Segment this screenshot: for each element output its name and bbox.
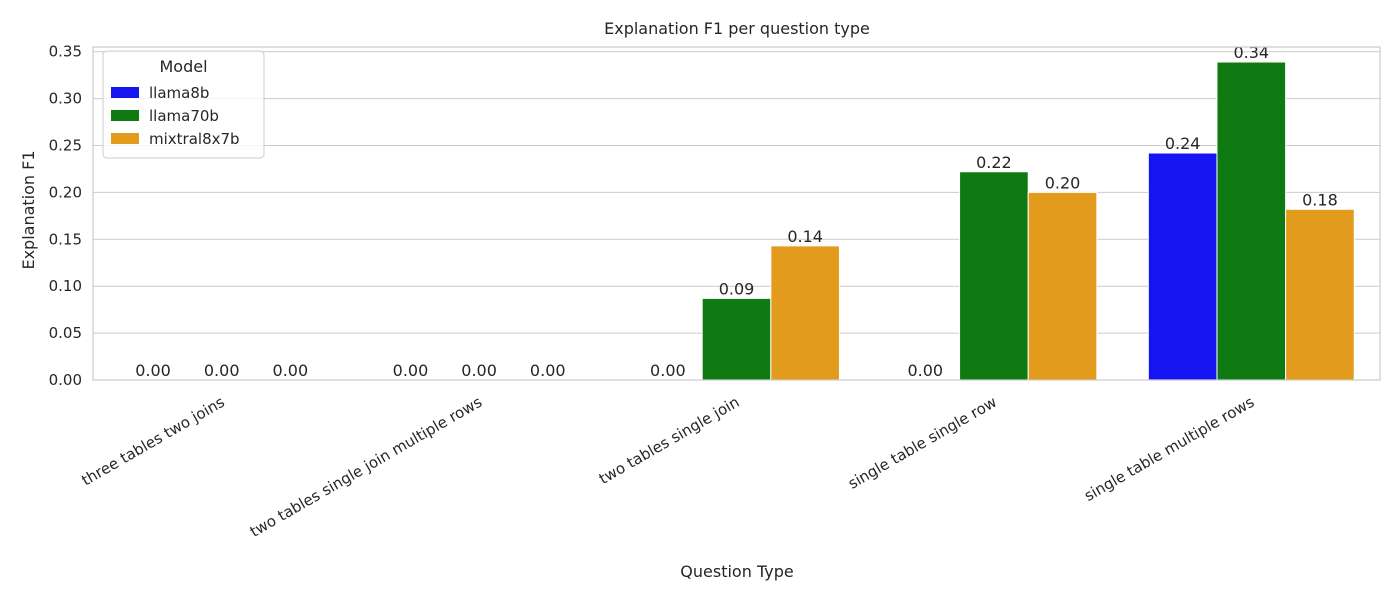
legend-swatch-llama8b <box>111 87 139 98</box>
y-axis-ticks: 0.00 0.05 0.10 0.15 0.20 0.25 0.30 0.35 <box>49 43 82 389</box>
legend-label-llama8b: llama8b <box>149 84 209 102</box>
legend: Model llama8b llama70b mixtral8x7b <box>102 50 265 159</box>
y-tick-label: 0.30 <box>49 90 82 108</box>
x-tick-label: single table single row <box>845 393 1000 493</box>
legend-label-llama70b: llama70b <box>149 107 219 125</box>
x-axis-ticks: three tables two joins two tables single … <box>78 393 1257 541</box>
bar-llama70b <box>1216 61 1287 381</box>
y-tick-label: 0.05 <box>49 324 82 342</box>
data-label: 0.00 <box>135 361 171 380</box>
legend-title: Model <box>159 57 207 76</box>
data-label: 0.18 <box>1302 190 1338 209</box>
legend-box <box>102 50 265 159</box>
bars <box>701 61 1355 381</box>
bar-llama8b <box>1147 152 1218 381</box>
data-label: 0.20 <box>1045 173 1081 192</box>
data-label: 0.14 <box>787 227 823 246</box>
legend-swatch-mixtral8x7b <box>111 133 139 144</box>
data-label: 0.00 <box>461 361 497 380</box>
data-label: 0.24 <box>1165 134 1201 153</box>
x-tick-label: three tables two joins <box>78 393 227 490</box>
y-axis-label: Explanation F1 <box>19 150 38 269</box>
y-tick-label: 0.20 <box>49 183 82 201</box>
bar-llama70b <box>959 171 1029 381</box>
data-label: 0.00 <box>273 361 309 380</box>
data-label: 0.00 <box>907 361 943 380</box>
bar-mixtral8x7b <box>1027 191 1098 381</box>
x-tick-label: two tables single join <box>596 393 743 488</box>
bar-mixtral8x7b <box>770 245 840 381</box>
data-label: 0.00 <box>530 361 566 380</box>
chart-title: Explanation F1 per question type <box>604 19 870 38</box>
legend-label-mixtral8x7b: mixtral8x7b <box>149 130 240 148</box>
y-tick-label: 0.25 <box>49 136 82 154</box>
data-label: 0.00 <box>393 361 429 380</box>
data-label: 0.09 <box>719 279 755 298</box>
data-label: 0.00 <box>650 361 686 380</box>
bar-mixtral8x7b <box>1285 208 1355 381</box>
grid-lines <box>93 51 1380 381</box>
y-tick-label: 0.35 <box>49 43 82 61</box>
data-label: 0.34 <box>1233 43 1269 62</box>
x-tick-label: single table multiple rows <box>1081 393 1257 505</box>
data-labels: 0.00 0.00 0.00 0.00 0.00 0.00 0.00 0.09 0.14 0.00… <box>135 43 1338 380</box>
y-tick-label: 0.10 <box>49 277 82 295</box>
data-label: 0.22 <box>976 153 1012 172</box>
x-tick-label: two tables single join multiple rows <box>247 393 485 541</box>
y-tick-label: 0.00 <box>49 371 82 389</box>
legend-swatch-llama70b <box>111 110 139 121</box>
plot-frame <box>92 46 1381 381</box>
bar-llama70b <box>701 297 772 381</box>
data-label: 0.00 <box>204 361 240 380</box>
x-axis-label: Question Type <box>680 562 793 581</box>
y-tick-label: 0.15 <box>49 230 82 248</box>
